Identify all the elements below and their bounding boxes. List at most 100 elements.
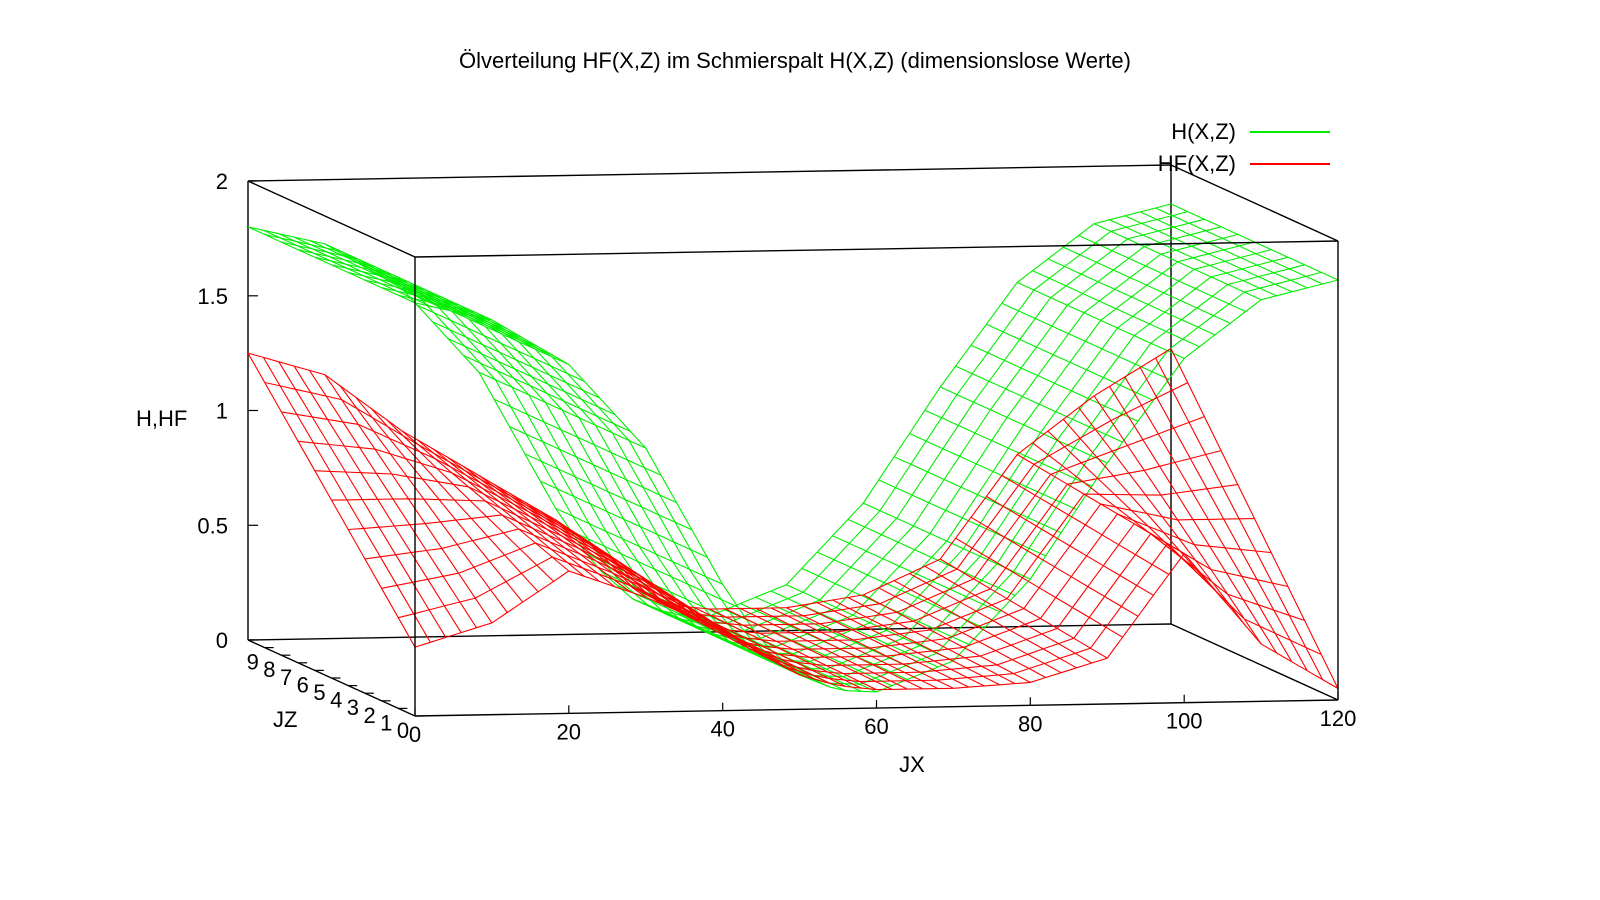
mesh-line-x bbox=[847, 518, 1016, 596]
mesh-line-x bbox=[1063, 246, 1231, 324]
mesh-line-z bbox=[264, 381, 1188, 618]
mesh-line-x bbox=[463, 465, 631, 593]
mesh-line-x bbox=[770, 607, 939, 690]
mesh-line-x bbox=[539, 510, 708, 625]
mesh-line-x bbox=[909, 573, 1077, 669]
z-tick-label: 0.5 bbox=[197, 513, 228, 538]
mesh-line-x bbox=[832, 599, 1000, 686]
y-tick-label: 3 bbox=[347, 695, 359, 720]
mesh-line-x bbox=[1001, 475, 1170, 575]
mesh-line-x bbox=[324, 243, 493, 321]
legend-label-hf: HF(X,Z) bbox=[1158, 151, 1236, 176]
mesh-line-x bbox=[524, 453, 693, 531]
mesh-line-x bbox=[293, 365, 462, 633]
mesh-line-x bbox=[463, 354, 631, 432]
mesh-line-x bbox=[1016, 281, 1185, 359]
mesh-line-z bbox=[281, 218, 1205, 632]
mesh-line-x bbox=[262, 357, 431, 643]
mesh-line-x bbox=[616, 570, 785, 667]
mesh-line-x bbox=[386, 279, 554, 357]
mesh-line-x bbox=[1109, 219, 1277, 297]
mesh-line-z bbox=[314, 233, 1238, 647]
mesh-line-z bbox=[414, 279, 1339, 693]
x-tick-label: 20 bbox=[557, 719, 581, 744]
mesh-line-x bbox=[678, 605, 846, 687]
x-tick-label: 0 bbox=[409, 722, 421, 747]
mesh-line-x bbox=[1032, 270, 1200, 348]
mesh-line-x bbox=[1032, 442, 1200, 573]
box-front-edges bbox=[247, 240, 1339, 717]
z-tick-label: 2 bbox=[216, 169, 228, 194]
y-tick-label: 6 bbox=[297, 672, 309, 697]
mesh-line-x bbox=[570, 530, 739, 608]
mesh-line-x bbox=[401, 430, 570, 572]
mesh-line-x bbox=[863, 594, 1031, 683]
z-tick-label: 0 bbox=[216, 628, 228, 653]
box-edge bbox=[1170, 164, 1339, 242]
mesh-line-x bbox=[786, 607, 954, 689]
mesh-line-x bbox=[1093, 395, 1262, 645]
mesh-line-x bbox=[309, 370, 477, 628]
mesh-line-x bbox=[893, 456, 1062, 534]
mesh-line-x bbox=[663, 601, 831, 685]
mesh-line-x bbox=[278, 233, 447, 311]
box-edge bbox=[247, 164, 1172, 182]
mesh-line-x bbox=[955, 537, 1123, 638]
mesh-line-x bbox=[370, 270, 539, 348]
mesh-line-x bbox=[1155, 357, 1324, 680]
mesh-line-x bbox=[432, 448, 600, 582]
mesh-line-x bbox=[478, 474, 647, 598]
x-tick-label: 40 bbox=[710, 717, 734, 742]
mesh-line-x bbox=[970, 344, 1139, 422]
x-tick-label: 60 bbox=[864, 714, 888, 739]
mesh-line-x bbox=[632, 586, 800, 676]
mesh-line-x bbox=[955, 365, 1123, 443]
box-edge bbox=[414, 240, 1339, 258]
mesh-line-x bbox=[1001, 302, 1170, 380]
mesh-line-x bbox=[847, 597, 1016, 685]
mesh-line-z bbox=[398, 271, 1322, 685]
mesh-line-x bbox=[1062, 418, 1231, 609]
surface-hf bbox=[247, 348, 1339, 691]
x-tick-label: 80 bbox=[1018, 711, 1042, 736]
mesh-line-x bbox=[647, 594, 816, 680]
y-tick-label: 0 bbox=[397, 718, 409, 743]
mesh-line-x bbox=[340, 252, 508, 330]
y-tick-label: 7 bbox=[280, 665, 292, 690]
mesh-line-x bbox=[724, 608, 893, 690]
mesh-line-x bbox=[401, 287, 570, 366]
y-axis-label: JZ bbox=[273, 707, 297, 732]
mesh-line-x bbox=[509, 492, 677, 611]
legend-label-h: H(X,Z) bbox=[1171, 119, 1236, 144]
mesh-line-x bbox=[709, 608, 877, 691]
mesh-line-x bbox=[324, 374, 493, 624]
z-tick-label: 1 bbox=[216, 399, 228, 424]
mesh-line-z bbox=[398, 542, 1322, 683]
mesh-line-x bbox=[632, 598, 800, 676]
mesh-line-x bbox=[801, 604, 970, 688]
mesh-line-x bbox=[1155, 207, 1323, 285]
mesh-line-x bbox=[693, 607, 862, 689]
mesh-line-x bbox=[355, 261, 523, 339]
z-tick-label: 1.5 bbox=[197, 284, 228, 309]
y-tick-label: 5 bbox=[313, 680, 325, 705]
mesh-line-x bbox=[878, 479, 1046, 557]
y-tick-label: 4 bbox=[330, 688, 342, 713]
mesh-line-z bbox=[414, 552, 1339, 691]
mesh-line-z bbox=[331, 241, 1255, 655]
mesh-line-x bbox=[1170, 348, 1339, 689]
mesh-line-z bbox=[298, 440, 1222, 634]
mesh-line-x bbox=[493, 483, 662, 605]
x-tick-label: 100 bbox=[1166, 709, 1203, 734]
mesh-line-x bbox=[1047, 258, 1216, 336]
mesh-line-x bbox=[1109, 386, 1277, 654]
mesh-line-z bbox=[264, 211, 1188, 625]
mesh-line-z bbox=[364, 523, 1289, 667]
mesh-line-z bbox=[247, 348, 1172, 610]
mesh-line-x bbox=[1047, 430, 1216, 591]
mesh-line-x bbox=[447, 457, 616, 588]
chart-title: Ölverteilung HF(X,Z) im Schmierspalt H(X… bbox=[459, 48, 1131, 73]
mesh-line-x bbox=[1078, 407, 1247, 627]
mesh-line-x bbox=[263, 229, 431, 307]
